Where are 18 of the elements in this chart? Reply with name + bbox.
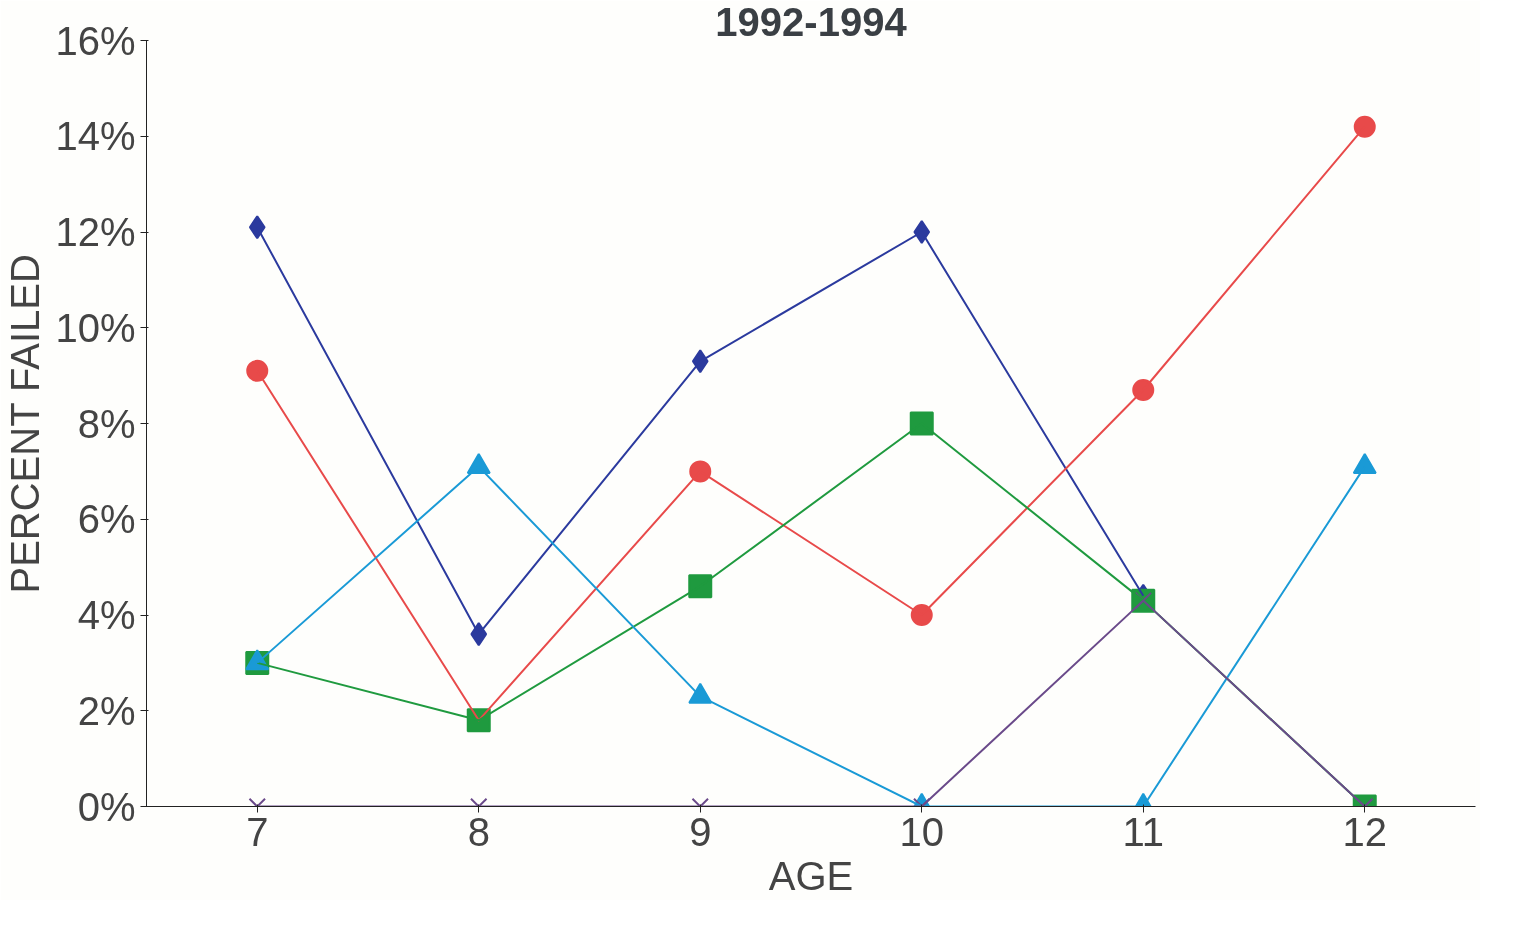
x-tick-label: 12 [1342,809,1387,854]
y-tick-label: 8% [77,401,136,446]
y-tick-label: 16% [55,18,136,63]
x-tick-label: 10 [899,809,944,854]
x-axis-title: AGE [768,853,854,898]
y-tick-label: 2% [77,688,136,733]
y-tick-label: 10% [55,305,136,350]
y-tick-label: 14% [55,114,136,159]
chart-title: 1992-1994 [715,0,908,44]
y-axis-title: PERCENT FAILED [3,254,48,594]
y-tick-label: 6% [77,497,136,542]
y-tick-label: 4% [77,593,136,637]
y-tick-label: 12% [55,210,136,254]
y-tick-label: 0% [77,784,136,829]
x-tick-label: 9 [689,809,712,854]
x-tick-label: 8 [467,809,490,854]
x-tick-label: 11 [1122,809,1165,854]
x-tick-label: 7 [246,809,269,854]
